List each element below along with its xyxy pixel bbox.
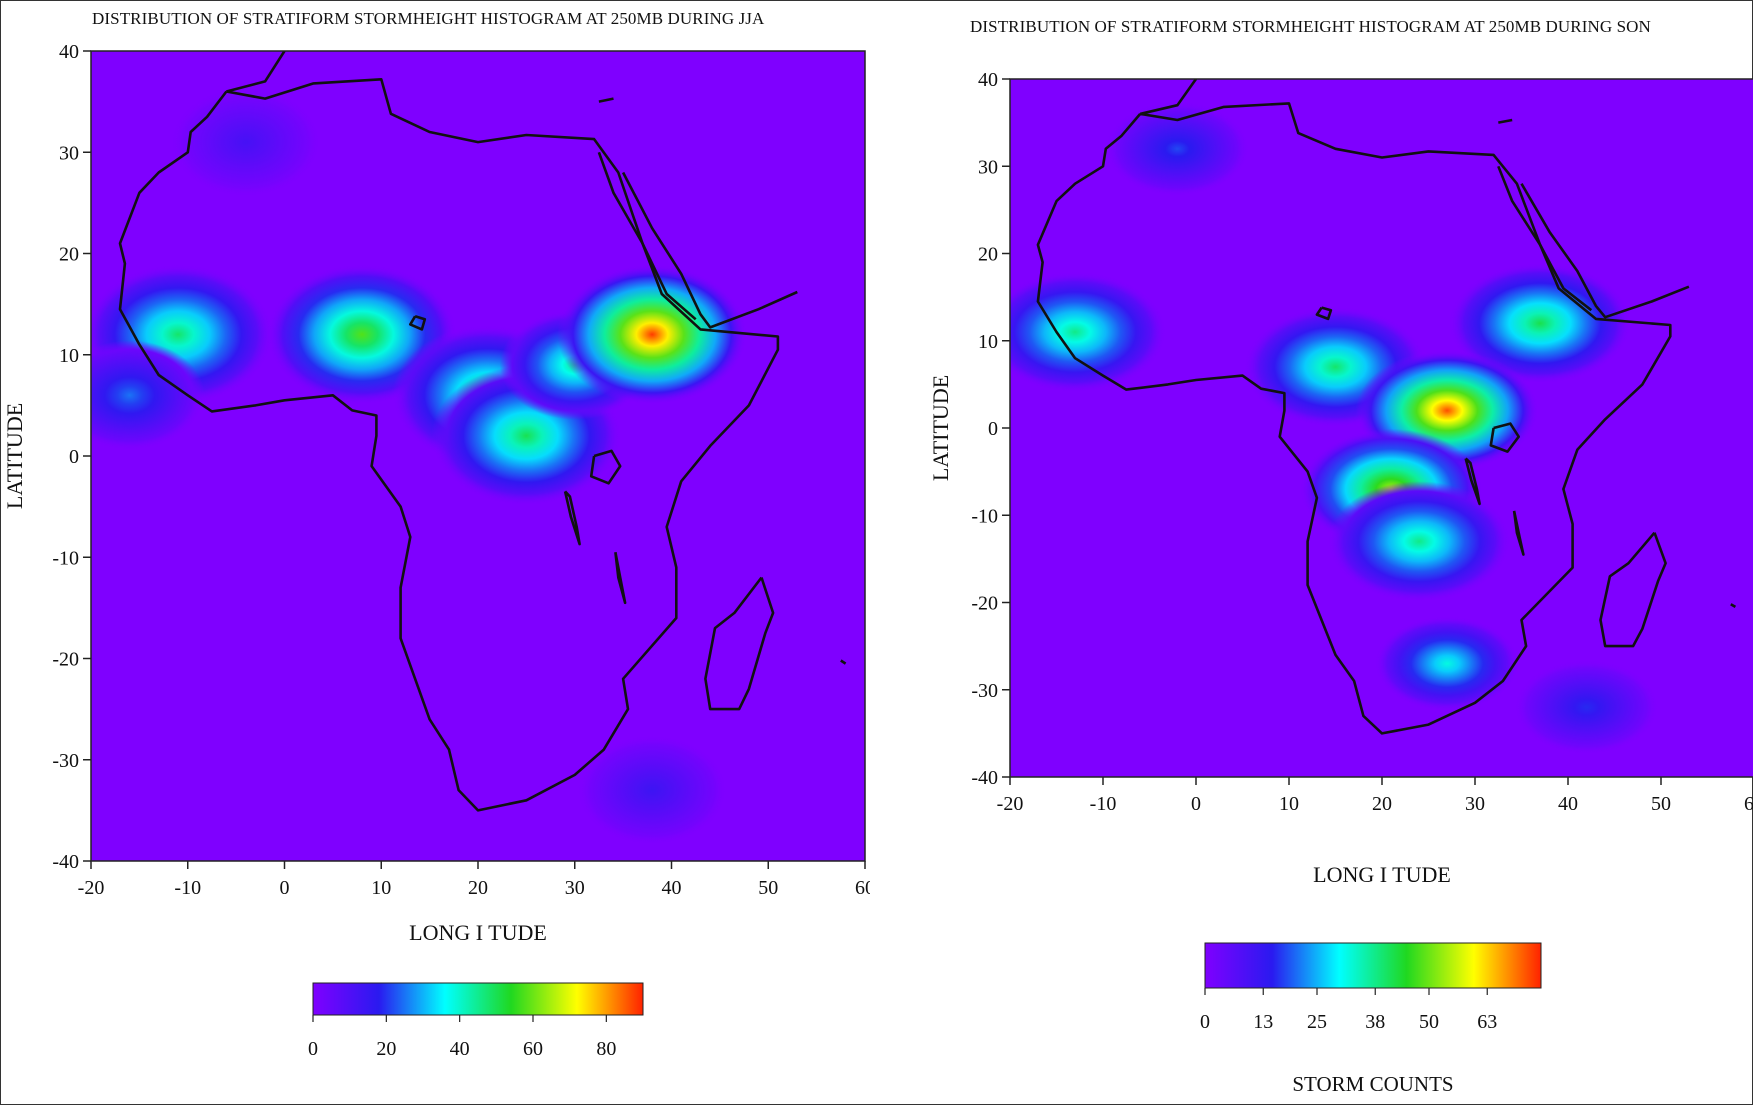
lake-malawi-outline [1512,510,1525,556]
y-tick-label: -40 [971,767,998,789]
island-outline [1730,603,1737,609]
colorbar-tick-label: 25 [1307,1011,1327,1033]
lake-malawi-outline [614,551,627,605]
x-tick-label: -20 [78,877,105,899]
heat-hotspot [1375,616,1520,711]
heat-hotspot [1010,271,1167,393]
x-tick-label: -10 [174,877,201,899]
x-tick-label: 50 [758,877,778,899]
colorbar-tick-label: 20 [376,1038,396,1060]
x-tick-label: 0 [280,877,290,899]
x-tick-label: 60 [1744,793,1753,815]
x-tick-label: 30 [565,877,585,899]
colorbar [1204,942,1542,989]
x-tick-label: 40 [1558,793,1578,815]
y-tick-label: 0 [988,418,998,440]
colorbar-tick-label: 63 [1477,1011,1497,1033]
y-tick-label: -10 [971,505,998,527]
chart-title-son: DISTRIBUTION OF STRATIFORM STORMHEIGHT H… [970,17,1651,36]
y-tick-label: 10 [978,331,998,353]
chart-panel-jja: DISTRIBUTION OF STRATIFORM STORMHEIGHT H… [0,0,875,1110]
lake-victoria-outline [1489,422,1521,453]
colorbar-label: STORM COUNTS [1292,1072,1453,1096]
x-tick-label: 60 [855,877,870,899]
x-axis-label: LONG I TUDE [1313,862,1451,887]
heatmap-svg-jja: -20 -10 0 10 20 30 40 50 60 40 30 20 10 0 -10 -20 -30 -40… [2,41,875,1110]
colorbar-tick-label: 40 [450,1038,470,1060]
y-axis-label: LATITUDE [2,403,27,509]
y-tick-label: -10 [52,547,79,569]
y-tick-label: -20 [52,649,79,671]
y-tick-label: 40 [978,69,998,91]
madagascar-outline [704,576,775,711]
chart-title-jja: DISTRIBUTION OF STRATIFORM STORMHEIGHT H… [92,9,765,28]
lake-chad-outline [408,315,427,331]
x-tick-label: 20 [1372,793,1392,815]
x-tick-label: -20 [997,793,1024,815]
colorbar-tick-label: 0 [308,1038,318,1060]
colorbar-tick-label: 80 [596,1038,616,1060]
x-tick-label: 10 [1279,793,1299,815]
x-tick-label: 50 [1651,793,1671,815]
x-tick-label: 30 [1465,793,1485,815]
heat-hotspot [1448,262,1632,384]
heat-hotspot [1105,101,1250,197]
colorbar [312,982,644,1016]
y-tick-label: 20 [59,244,79,266]
africa-coastline [118,78,780,812]
y-tick-label: -30 [52,750,79,772]
x-tick-label: -10 [1090,793,1117,815]
heat-hotspot [577,735,728,846]
y-tick-label: -40 [52,851,79,873]
y-tick-label: -20 [971,593,998,615]
y-tick-label: -30 [971,680,998,702]
y-tick-label: 30 [59,142,79,164]
island-outline [1498,118,1513,124]
x-axis-label: LONG I TUDE [409,920,547,945]
y-tick-label: 0 [69,446,79,468]
africa-coastline [1036,102,1672,735]
x-tick-label: 20 [468,877,488,899]
heat-hotspot [1327,481,1511,602]
island-outline [598,97,614,103]
y-axis-label: LATITUDE [928,375,953,481]
heat-hotspot [91,340,205,451]
lake-chad-outline [1315,306,1333,321]
island-outline [840,659,847,665]
heat-hotspot [557,264,748,405]
y-tick-label: 30 [978,156,998,178]
madagascar-outline [1599,531,1667,648]
colorbar-tick-label: 60 [523,1038,543,1060]
colorbar-tick-label: 50 [1419,1011,1439,1033]
colorbar-tick-label: 38 [1365,1011,1385,1033]
lake-victoria-outline [589,449,622,485]
red-sea-coast [1497,165,1593,312]
red-sea-coast [597,151,697,321]
y-tick-label: 40 [59,41,79,63]
colorbar-tick-label: 13 [1253,1011,1273,1033]
heatmap-svg-son: -20 -10 0 10 20 30 40 50 60 40 30 20 10 0 -10 -20 -30 -40… [928,69,1753,1096]
heat-hotspot [1514,659,1659,755]
heat-hotspot [170,87,321,198]
y-tick-label: 20 [978,244,998,266]
x-tick-label: 40 [662,877,682,899]
lake-tanganyika-outline [1464,457,1481,506]
lake-tanganyika-outline [563,490,581,546]
iberia-coast [1139,79,1198,116]
colorbar-tick-label: 0 [1200,1011,1210,1033]
x-tick-label: 10 [371,877,391,899]
colorbar-label: STORM COUNTS [397,1101,558,1105]
y-tick-label: 10 [59,345,79,367]
chart-panel-son: DISTRIBUTION OF STRATIFORM STORMHEIGHT H… [880,0,1753,1105]
x-tick-label: 0 [1191,793,1201,815]
arabia-coast [1520,183,1690,319]
arabia-coast [621,171,798,329]
iberia-coast [226,51,286,93]
